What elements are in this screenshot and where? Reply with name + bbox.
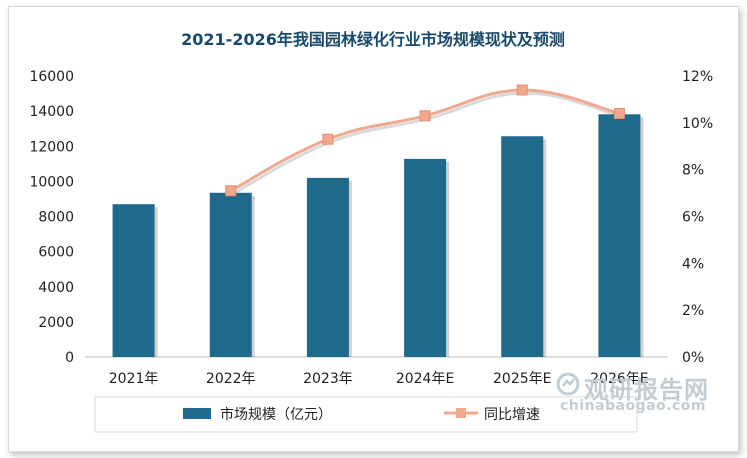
x-tick-label: 2022年 (206, 371, 256, 387)
watermark-name: 观研报告网 (584, 376, 709, 404)
bar (112, 204, 155, 357)
legend-swatch-marker (456, 408, 466, 418)
y-right-tick-label: 0% (682, 350, 704, 366)
watermark: 观研报告网 chinabaogao.com (552, 370, 737, 414)
y-left-tick-label: 2000 (38, 315, 74, 331)
y-left-tick-label: 12000 (29, 139, 74, 155)
bar (598, 114, 641, 357)
watermark-url: chinabaogao.com (560, 398, 706, 414)
growth-point (419, 110, 431, 122)
legend-label-bar: 市场规模（亿元） (220, 406, 332, 423)
chart-title: 2021-2026年我国园林绿化行业市场规模现状及预测 (181, 30, 565, 49)
y-right-tick-label: 4% (682, 256, 704, 272)
growth-point (516, 84, 528, 96)
bar (501, 136, 544, 357)
y-right-tick-label: 8% (682, 163, 704, 179)
y-left-tick-label: 6000 (38, 245, 74, 261)
bar (306, 177, 349, 357)
x-tick-label: 2025年E (493, 371, 551, 387)
growth-point (225, 185, 237, 197)
x-tick-label: 2021年 (109, 371, 159, 387)
legend: 市场规模（亿元） 同比增速 (94, 396, 638, 433)
bar (209, 192, 252, 357)
y-left-tick-label: 8000 (38, 210, 74, 226)
growth-point (322, 133, 334, 145)
y-right-tick-label: 6% (682, 210, 704, 226)
watermark-logo-icon (556, 372, 580, 396)
x-tick-label: 2023年 (303, 371, 353, 387)
y-left-tick-label: 4000 (38, 280, 74, 296)
y-right-tick-label: 10% (682, 116, 713, 132)
y-left-tick-label: 16000 (29, 69, 74, 85)
y-right-tick-label: 12% (682, 69, 713, 85)
x-tick-label: 2026年E (590, 371, 648, 387)
y-left-tick-label: 10000 (29, 174, 74, 190)
bar (404, 158, 447, 357)
y-left-tick-label: 0 (65, 350, 74, 366)
legend-label-line: 同比增速 (484, 407, 540, 423)
growth-point (613, 107, 625, 119)
y-left-tick-label: 14000 (29, 104, 74, 120)
x-tick-label: 2024年E (396, 371, 454, 387)
legend-swatch-bar (183, 408, 211, 419)
y-right-tick-label: 2% (682, 303, 704, 319)
